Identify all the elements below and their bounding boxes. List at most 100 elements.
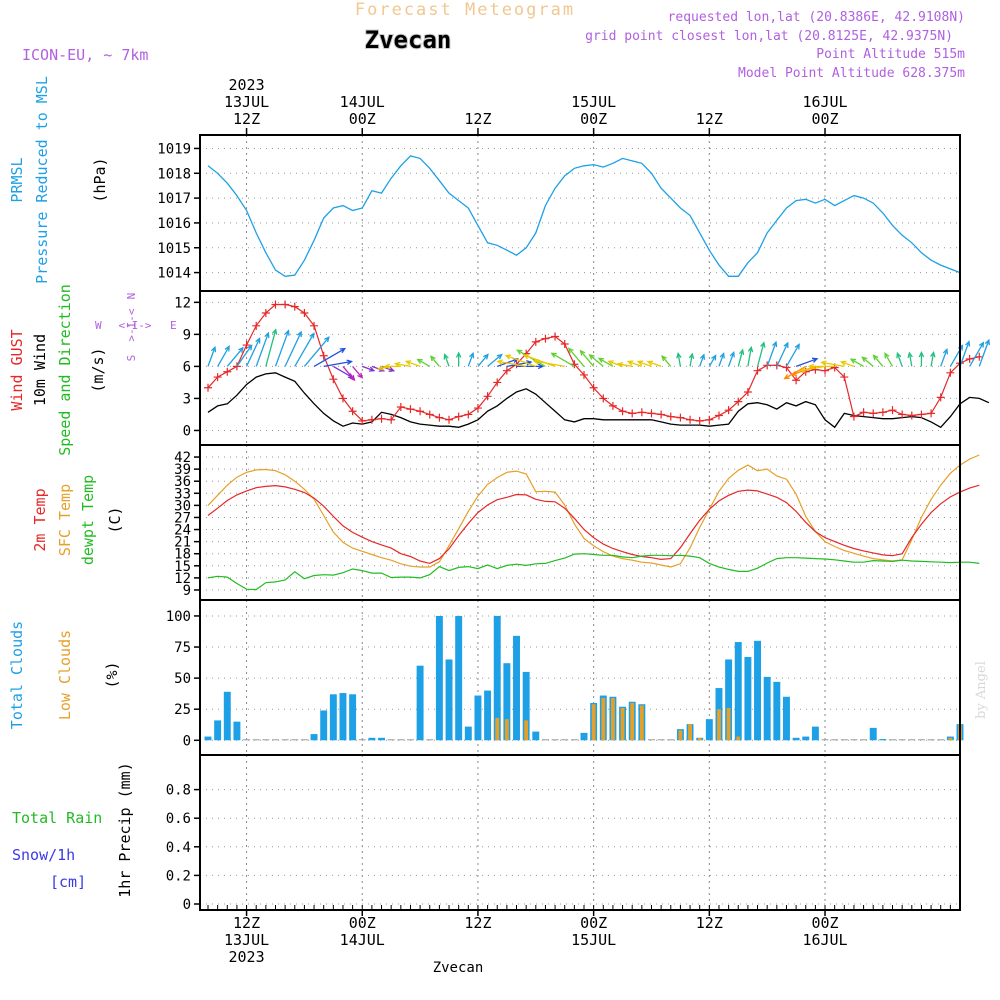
wind-arrow-head	[383, 363, 390, 370]
wind-gust-marker	[657, 410, 666, 419]
total-cloud-bar	[648, 739, 655, 741]
wind-gust-marker	[849, 412, 858, 421]
total-cloud-bar	[310, 734, 318, 741]
total-cloud-bar	[252, 739, 260, 741]
temp-2m-label: 2m Temp	[31, 488, 49, 551]
wind-direction-arrow	[362, 365, 375, 372]
wind-gust-label: Wind GUST	[8, 329, 26, 410]
wind-direction-arrow	[766, 341, 777, 367]
total-cloud-bar	[320, 710, 328, 741]
wind-gust-marker	[608, 401, 617, 410]
wind-arrow-head	[783, 374, 790, 380]
wind-gust-marker	[319, 351, 328, 360]
wind-gust-marker	[551, 332, 560, 341]
wind-gust-marker	[290, 302, 299, 311]
wind-arrow-head	[738, 348, 745, 355]
total-cloud-bar	[840, 739, 848, 741]
wind-direction-arrow	[395, 363, 411, 368]
total-cloud-bar	[667, 739, 675, 741]
wind-arrow-head	[676, 352, 682, 359]
panel-frame-4	[199, 599, 961, 756]
wind-gust-marker	[242, 341, 251, 350]
total-cloud-bar	[416, 665, 424, 741]
footer-location: Zvecan	[433, 960, 484, 976]
wind-direction-arrow	[467, 353, 474, 367]
low-cloud-bar	[736, 736, 741, 741]
total-cloud-bar	[349, 694, 357, 741]
wind-gust-marker	[483, 392, 492, 401]
wind-gust-marker	[859, 408, 868, 417]
wind-arrow-head	[349, 375, 356, 382]
bottom-time-label: 00Z	[811, 914, 838, 932]
y-tick-label: 27	[174, 510, 191, 526]
wind-gust-marker	[637, 408, 646, 417]
y-tick-label: 1014	[157, 266, 191, 282]
wind-arrow-head	[711, 354, 717, 361]
wind-gust-marker	[714, 411, 723, 420]
low-cloud-bar	[611, 698, 615, 741]
total-cloud-bar	[811, 726, 819, 741]
wind-gust-marker	[927, 409, 936, 418]
wind-gust-marker	[531, 337, 540, 346]
wind-gust-marker	[348, 407, 357, 416]
wind-direction-arrow	[637, 360, 652, 368]
wind-gust-marker	[387, 415, 396, 424]
wind-direction-arrow	[313, 348, 346, 367]
wind-direction-arrow	[598, 357, 614, 367]
wind-direction-arrow	[699, 354, 705, 367]
wind-direction-arrow	[245, 338, 261, 367]
wind-arrow-head	[626, 360, 634, 366]
total-cloud-bar	[937, 739, 945, 741]
total-cloud-bar	[541, 739, 549, 741]
wind-direction-arrow	[444, 354, 450, 367]
low-cloud-bar	[678, 730, 683, 741]
wind-arrow-head	[984, 338, 990, 346]
top-time-label: 00Z	[580, 110, 607, 128]
wind-gust-marker	[300, 309, 309, 318]
y-tick-label: 42	[174, 450, 191, 466]
wind-gust-marker	[599, 394, 608, 403]
wind-arrow-head	[496, 359, 503, 365]
total-cloud-bar	[281, 739, 289, 741]
top-time-label: 12Z	[464, 110, 491, 128]
bottom-time-label: 12Z	[696, 914, 723, 932]
wind-arrow-head	[404, 360, 412, 366]
wind-direction-arrow	[841, 361, 855, 368]
wind-direction-arrow	[303, 336, 330, 367]
wind-gust-marker	[560, 339, 569, 348]
compass-n: N	[125, 293, 138, 300]
total-cloud-bar	[484, 690, 492, 741]
total-cloud-bar	[272, 739, 279, 741]
watermark: by Angel	[974, 661, 989, 719]
bottom-time-label: 12Z	[464, 914, 491, 932]
wind-arrow-head	[978, 341, 985, 348]
wind-gust-marker	[907, 411, 916, 420]
wind-arrow-head	[271, 328, 278, 335]
wind-direction-arrow	[708, 355, 717, 367]
wind-arrow-head	[416, 358, 423, 364]
wind-arrow-head	[504, 354, 512, 360]
wind-direction-arrow	[274, 330, 290, 367]
location-title: Zvecan	[365, 26, 452, 54]
wind-arrow-head	[455, 351, 462, 358]
dewpoint-line	[207, 553, 980, 591]
total-cloud-bar	[262, 739, 270, 741]
top-time-label: 00Z	[811, 110, 838, 128]
total-cloud-bar	[368, 737, 376, 741]
y-tick-label: 1015	[157, 241, 191, 257]
wind-arrow-head	[537, 363, 545, 370]
wind-gust-marker	[888, 406, 897, 415]
wind-direction-arrow	[959, 341, 970, 367]
wind-direction-arrow	[785, 344, 800, 367]
wind-speed-direction-label: Speed and Direction	[56, 284, 74, 456]
wind-arrow-head	[771, 340, 778, 348]
hpa-unit-label: (hPa)	[91, 157, 109, 202]
total-cloud-bar	[474, 695, 482, 741]
wind-gust-marker	[936, 393, 945, 402]
wind-gust-marker	[724, 406, 733, 415]
total-cloud-bar	[339, 693, 347, 741]
model-label: ICON-EU, ~ 7km	[22, 46, 148, 64]
low-cloud-bar	[591, 704, 596, 741]
wind-gust-marker	[686, 415, 695, 424]
panel-frame-3	[199, 444, 961, 601]
